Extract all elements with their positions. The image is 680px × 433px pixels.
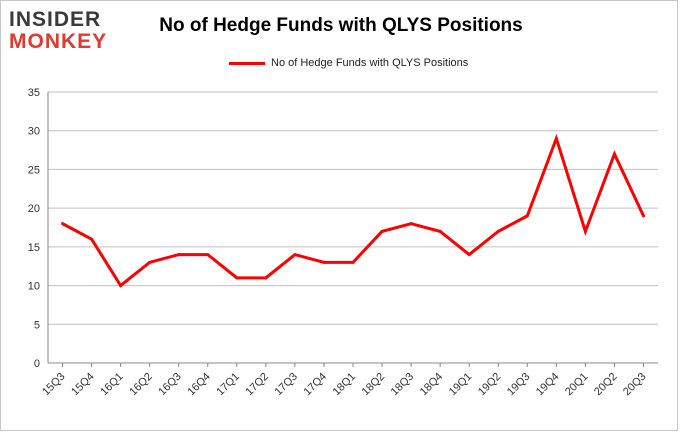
x-tick-label: 16Q2 xyxy=(127,371,155,399)
data-point xyxy=(525,214,529,218)
y-tick-label: 5 xyxy=(34,319,40,331)
data-point xyxy=(380,229,384,233)
y-tick-label: 30 xyxy=(28,126,40,138)
x-tick-label: 19Q3 xyxy=(505,371,533,399)
legend-label: No of Hedge Funds with QLYS Positions xyxy=(271,57,469,69)
x-tick-label: 17Q4 xyxy=(302,371,330,399)
chart-legend: No of Hedge Funds with QLYS Positions xyxy=(229,55,468,71)
x-tick-label: 18Q3 xyxy=(389,371,417,399)
data-point xyxy=(496,229,500,233)
data-point xyxy=(61,222,65,226)
data-point xyxy=(90,237,94,241)
y-tick-label: 15 xyxy=(28,242,40,254)
y-tick-label: 20 xyxy=(28,203,40,215)
data-point xyxy=(264,276,268,280)
x-tick-label: 20Q1 xyxy=(563,371,591,399)
data-point xyxy=(322,260,326,264)
x-tick-label: 18Q1 xyxy=(331,371,359,399)
x-tick-label: 15Q3 xyxy=(40,371,68,399)
data-point xyxy=(235,276,239,280)
x-tick-label: 16Q3 xyxy=(156,371,184,399)
data-point xyxy=(148,260,152,264)
data-point xyxy=(554,136,558,140)
x-tick-label: 16Q4 xyxy=(185,371,213,399)
logo-text-top: INSIDER xyxy=(9,8,102,31)
x-tick-label: 19Q2 xyxy=(476,371,504,399)
data-point xyxy=(583,229,587,233)
data-point xyxy=(351,260,355,264)
y-tick-label: 10 xyxy=(28,281,40,293)
x-tick-label: 15Q4 xyxy=(69,371,97,399)
chart-title: No of Hedge Funds with QLYS Positions xyxy=(159,15,523,36)
x-tick-label: 17Q1 xyxy=(214,371,242,399)
x-tick-label: 20Q3 xyxy=(621,371,649,399)
x-tick-label: 18Q2 xyxy=(360,371,388,399)
x-tick-label: 17Q2 xyxy=(243,371,271,399)
y-tick-label: 0 xyxy=(34,358,40,370)
data-point xyxy=(467,253,471,257)
data-point xyxy=(119,284,123,288)
x-tick-label: 19Q4 xyxy=(534,371,562,399)
x-tick-label: 20Q2 xyxy=(592,371,620,399)
y-tick-label: 25 xyxy=(28,164,40,176)
data-point xyxy=(293,253,297,257)
x-tick-label: 18Q4 xyxy=(418,371,446,399)
data-point xyxy=(438,229,442,233)
insider-monkey-logo: INSIDER MONKEY xyxy=(9,9,129,57)
y-tick-label: 35 xyxy=(28,87,40,99)
data-point xyxy=(612,152,616,156)
data-point xyxy=(409,222,413,226)
legend-swatch xyxy=(229,61,265,65)
x-tick-label: 16Q1 xyxy=(98,371,126,399)
data-point xyxy=(206,253,210,257)
data-point xyxy=(177,253,181,257)
logo-text-bottom: MONKEY xyxy=(9,30,108,53)
data-point xyxy=(641,214,645,218)
x-tick-label: 17Q3 xyxy=(273,371,301,399)
x-tick-label: 19Q1 xyxy=(447,371,475,399)
